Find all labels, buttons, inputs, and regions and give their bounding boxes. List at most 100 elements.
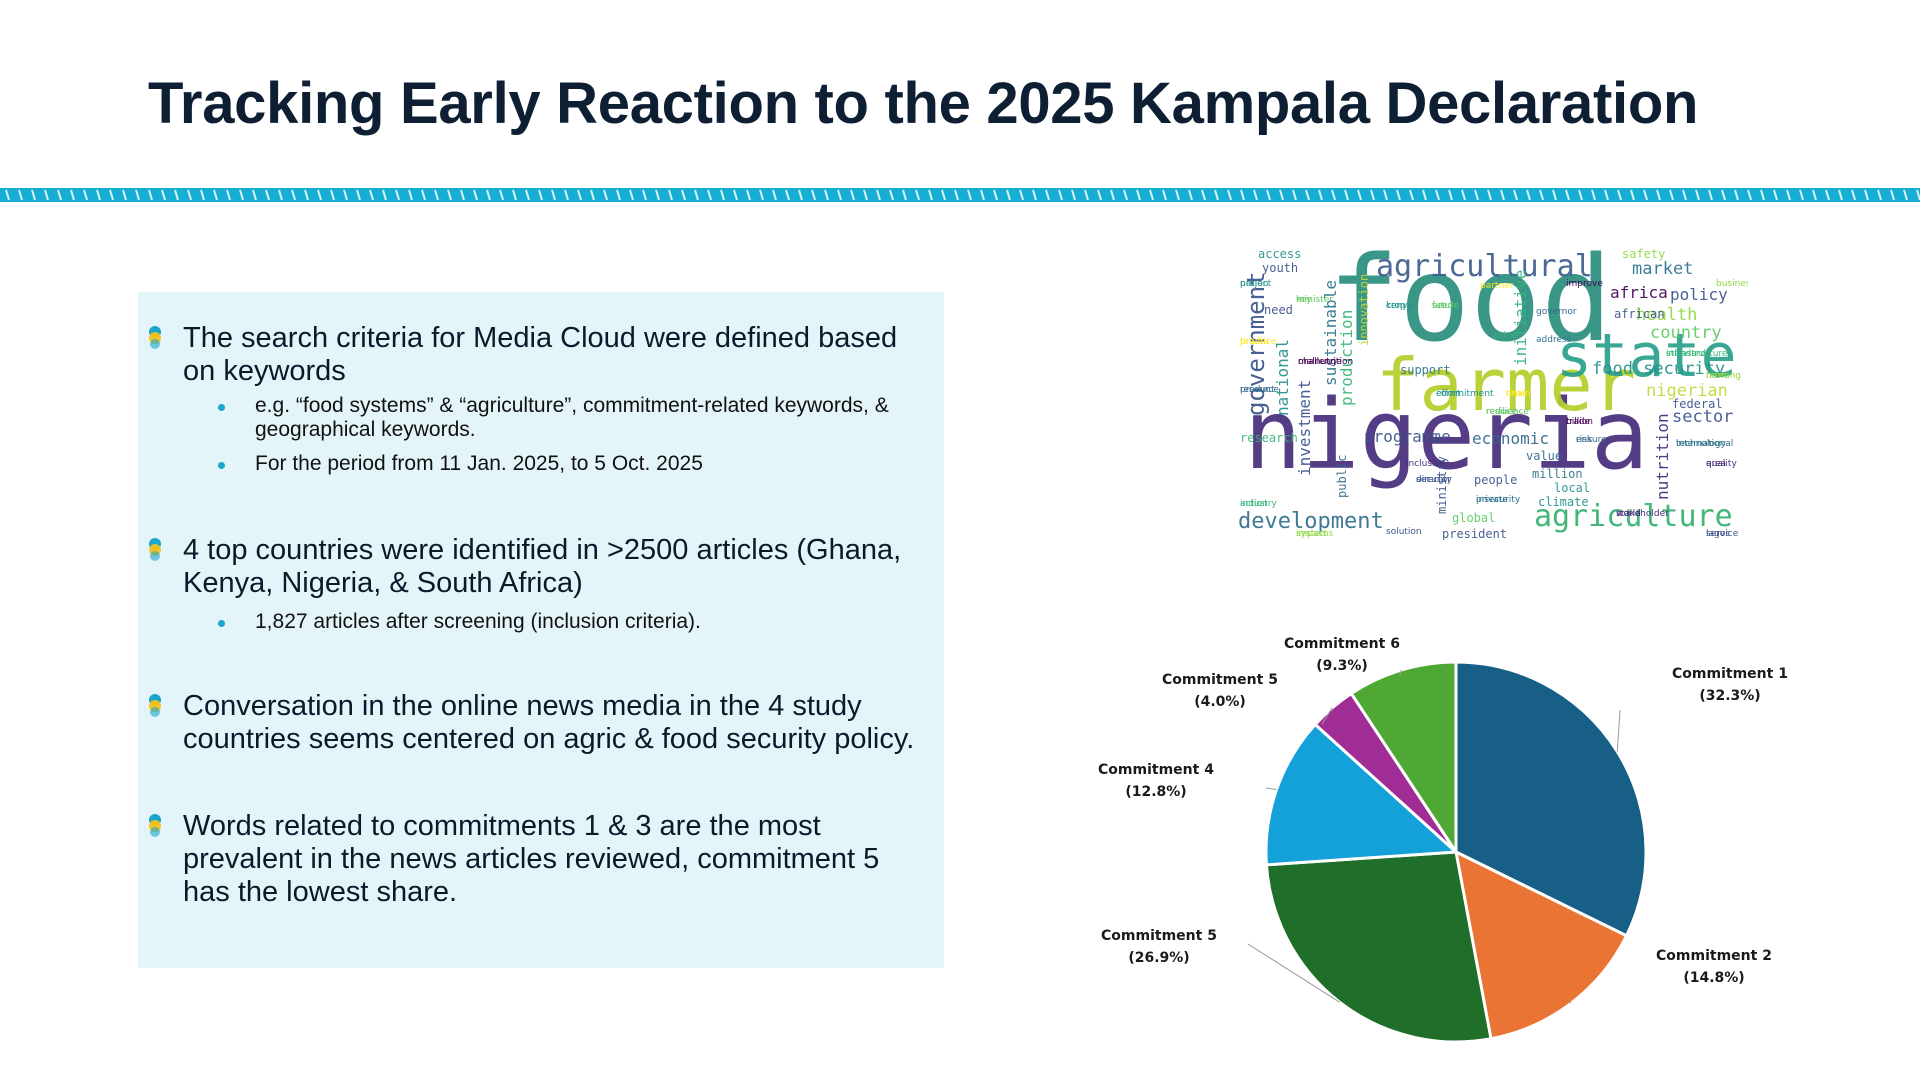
band-dash bbox=[265, 189, 270, 201]
band-dash bbox=[1604, 189, 1609, 201]
wordcloud-word: commitment bbox=[1436, 389, 1494, 399]
band-dash bbox=[31, 189, 36, 201]
band-dash bbox=[941, 189, 946, 201]
wordcloud-word: governor bbox=[1536, 307, 1577, 317]
wordcloud-word: safety bbox=[1622, 247, 1665, 261]
wordcloud-word: solution bbox=[1386, 527, 1422, 537]
wordcloud-word: private bbox=[1476, 495, 1508, 505]
band-dash bbox=[1487, 189, 1492, 201]
wordcloud-word: programme bbox=[1364, 427, 1451, 446]
band-dash bbox=[252, 189, 257, 201]
wordcloud-word: african bbox=[1614, 307, 1665, 321]
band-dash bbox=[57, 189, 62, 201]
band-dash bbox=[1318, 189, 1323, 201]
wordcloud-word: farming bbox=[1706, 371, 1741, 381]
band-dash bbox=[1773, 189, 1778, 201]
band-dash bbox=[629, 189, 634, 201]
band-dash bbox=[811, 189, 816, 201]
bullet-1-icon bbox=[149, 326, 161, 349]
band-dash bbox=[1123, 189, 1128, 201]
wordcloud-word: market bbox=[1632, 259, 1693, 279]
wordcloud-word: support bbox=[1400, 363, 1451, 377]
band-dash bbox=[1578, 189, 1583, 201]
wordcloud-word: production bbox=[1337, 310, 1356, 406]
band-dash bbox=[1253, 189, 1258, 201]
pie-label: Commitment 2 bbox=[1656, 948, 1772, 964]
wordcloud-word: improve bbox=[1566, 279, 1603, 289]
band-dash bbox=[278, 189, 283, 201]
pie-label: Commitment 5 bbox=[1101, 928, 1217, 944]
band-dash bbox=[408, 189, 413, 201]
pie-leader-line bbox=[1399, 669, 1402, 677]
band-dash bbox=[538, 189, 543, 201]
band-dash bbox=[187, 189, 192, 201]
band-dash bbox=[291, 189, 296, 201]
band-dash bbox=[512, 189, 517, 201]
band-dash bbox=[772, 189, 777, 201]
wordcloud-word: international bbox=[1676, 439, 1733, 449]
wordcloud-word: innovation bbox=[1357, 274, 1371, 346]
band-dash bbox=[1656, 189, 1661, 201]
band-dash bbox=[1019, 189, 1024, 201]
sub-bullet-dot bbox=[218, 404, 225, 411]
band-dash bbox=[1097, 189, 1102, 201]
band-dash bbox=[1513, 189, 1518, 201]
wordcloud-word: nigeria bbox=[1244, 379, 1649, 491]
pie-value-label: (14.8%) bbox=[1683, 970, 1744, 986]
band-dash bbox=[928, 189, 933, 201]
band-dash bbox=[1591, 189, 1596, 201]
band-dash bbox=[759, 189, 764, 201]
pie-value-label: (32.3%) bbox=[1699, 688, 1760, 704]
band-dash bbox=[1370, 189, 1375, 201]
wordcloud-word: systems bbox=[1296, 529, 1334, 539]
pie-slice bbox=[1454, 660, 1648, 938]
wordcloud-word: security bbox=[1416, 475, 1453, 485]
band-dash bbox=[486, 189, 491, 201]
band-dash bbox=[1409, 189, 1414, 201]
wordcloud-word: seed bbox=[1432, 301, 1453, 311]
band-pattern bbox=[5, 189, 1920, 201]
band-dash bbox=[70, 189, 75, 201]
wordcloud-word: partner bbox=[1480, 281, 1514, 291]
pie-slice bbox=[1264, 850, 1493, 1044]
band-dash bbox=[395, 189, 400, 201]
wordcloud-word: service bbox=[1706, 529, 1739, 539]
bullet-4-text: Words related to commitments 1 & 3 are t… bbox=[183, 810, 880, 908]
band-dash bbox=[1422, 189, 1427, 201]
wordcloud-word: trade bbox=[1566, 417, 1590, 427]
band-dash bbox=[226, 189, 231, 201]
band-dash bbox=[707, 189, 712, 201]
band-dash bbox=[1838, 189, 1843, 201]
band-dash bbox=[1435, 189, 1440, 201]
band-dash bbox=[317, 189, 322, 201]
wordcloud-word: need bbox=[1264, 303, 1293, 317]
wordcloud-word: government bbox=[1242, 272, 1270, 417]
band-dash bbox=[1474, 189, 1479, 201]
wordcloud-word: challenge bbox=[1298, 357, 1342, 367]
wordcloud-word: access bbox=[1258, 247, 1301, 261]
wordcloud-word: initiative bbox=[1511, 270, 1530, 366]
band-dash bbox=[1786, 189, 1791, 201]
pie-leader-line bbox=[1321, 707, 1333, 725]
pie-value-label: (9.3%) bbox=[1316, 658, 1368, 674]
wordcloud-word: health bbox=[1636, 305, 1697, 325]
wordcloud-word: value bbox=[1526, 449, 1562, 463]
bullet-1-sub-1: e.g. “food systems” & “agriculture”, com… bbox=[255, 394, 889, 441]
band-dash bbox=[1292, 189, 1297, 201]
band-dash bbox=[148, 189, 153, 201]
band-dash bbox=[1214, 189, 1219, 201]
band-dash bbox=[850, 189, 855, 201]
band-dash bbox=[668, 189, 673, 201]
pie-label: Commitment 5 bbox=[1162, 672, 1278, 688]
wordcloud-word: food bbox=[1328, 246, 1612, 368]
wordcloud-word: ensure bbox=[1576, 435, 1607, 445]
band-dash bbox=[1643, 189, 1648, 201]
band-dash bbox=[1175, 189, 1180, 201]
pie-leader-line bbox=[1616, 709, 1621, 752]
band-dash bbox=[837, 189, 842, 201]
pie-slice bbox=[1453, 849, 1629, 1041]
pie-value-label: (4.0%) bbox=[1194, 694, 1246, 710]
summary-panel: The search criteria for Media Cloud were… bbox=[138, 292, 944, 968]
wordcloud-word: research bbox=[1240, 431, 1298, 445]
